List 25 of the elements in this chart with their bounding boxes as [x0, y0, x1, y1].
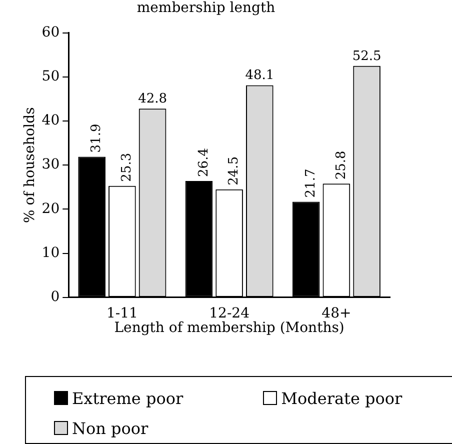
y-tick-label: 10	[42, 244, 60, 261]
y-tick-label: 50	[42, 68, 60, 85]
data-label: 42.8	[138, 92, 168, 107]
y-tick-label: 0	[50, 289, 60, 306]
y-tick-label: 20	[42, 200, 60, 217]
legend-label: Non poor	[72, 418, 148, 438]
data-label: 21.7	[303, 168, 318, 198]
legend-label: Extreme poor	[72, 388, 184, 408]
x-tick-label: 48+	[322, 305, 352, 322]
chart-title: membership length	[136, 0, 276, 16]
data-label: 24.5	[226, 156, 242, 186]
x-axis-title: Length of membership (Months)	[114, 320, 344, 336]
data-label: 25.8	[334, 150, 349, 180]
y-axis-title: % of households	[22, 107, 38, 224]
data-label: 26.4	[196, 148, 212, 177]
x-tick-label: 12-24	[209, 305, 250, 322]
y-tick-label: 40	[42, 112, 60, 129]
x-tick-label: 1-11	[106, 305, 138, 322]
data-label: 31.9	[89, 124, 104, 153]
y-tick-label: 30	[42, 156, 60, 173]
data-label: 48.1	[245, 68, 274, 84]
y-tick-label: 60	[42, 24, 60, 40]
data-label: 52.5	[352, 48, 382, 64]
data-label: 25.3	[120, 152, 135, 182]
legend-label: Moderate poor	[281, 388, 402, 408]
